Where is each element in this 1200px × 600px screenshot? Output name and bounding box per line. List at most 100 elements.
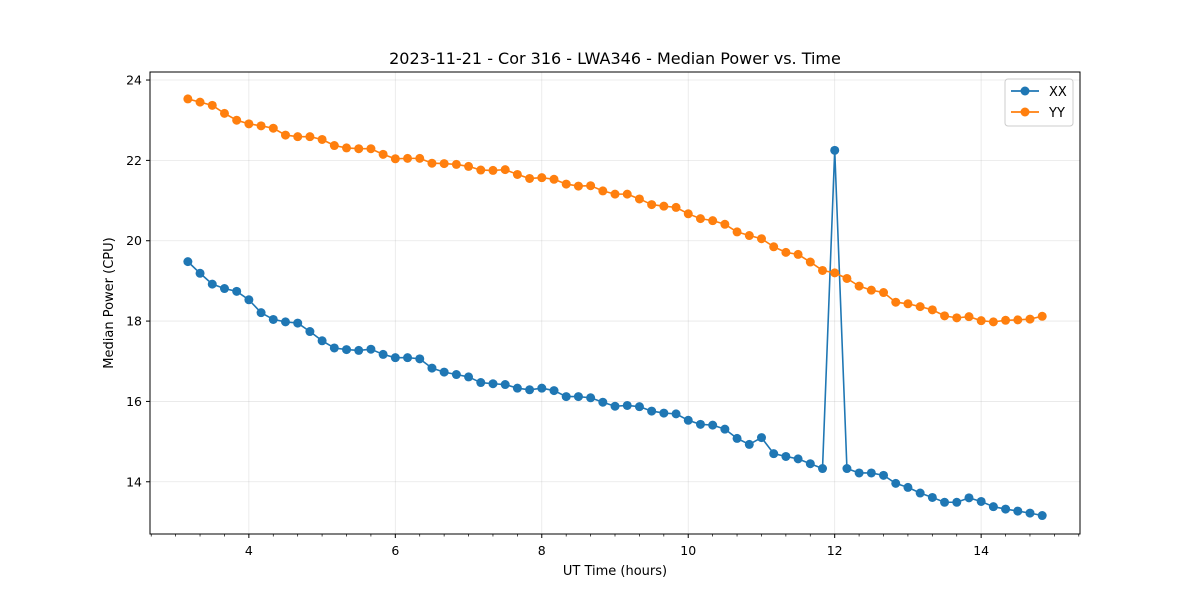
data-point-yy [708,216,718,226]
data-point-xx [598,397,608,407]
data-point-xx [293,318,303,328]
legend-marker-yy [1020,107,1030,117]
data-point-xx [683,415,693,425]
data-point-yy [207,100,217,110]
data-point-xx [366,344,376,354]
data-point-xx [903,482,913,492]
y-axis-ticks: 14 16 18 20 22 24 [126,73,150,489]
x-axis-ticks: 4 6 8 10 12 14 [150,534,1080,558]
legend-marker-xx [1020,86,1030,96]
data-point-xx [451,370,461,380]
data-point-yy [756,234,766,244]
data-point-xx [842,464,852,474]
data-point-xx [232,286,242,296]
data-point-xx [512,383,522,393]
data-point-yy [915,302,925,312]
data-point-yy [268,123,278,133]
data-point-xx [610,401,620,411]
legend-label-yy: YY [1048,106,1065,121]
data-point-yy [732,227,742,237]
data-point-xx [281,317,290,327]
data-point-xx [940,497,950,507]
data-point-xx [464,372,474,382]
data-point-xx [317,336,327,346]
data-point-xx [561,392,571,402]
data-point-yy [219,108,229,118]
data-point-xx [439,367,449,377]
data-point-yy [1037,311,1047,321]
data-point-yy [378,149,388,159]
data-point-yy [634,194,644,204]
data-point-yy [525,173,535,183]
data-point-yy [744,231,754,241]
data-point-yy [183,94,193,104]
data-point-yy [793,249,803,259]
data-point-yy [781,247,791,257]
data-point-yy [354,144,364,154]
data-point-yy [805,257,815,267]
x-tick-label: 14 [973,543,989,558]
data-point-xx [695,419,705,429]
data-point-xx [342,345,352,355]
data-point-xx [622,400,632,410]
x-tick-label: 4 [245,543,253,558]
data-point-yy [244,119,254,129]
data-point-xx [415,354,425,364]
data-point-yy [830,268,840,278]
data-point-xx [781,451,791,461]
data-point-xx [207,279,217,289]
data-point-xx [964,493,974,503]
data-point-xx [586,393,596,403]
data-point-xx [988,502,998,512]
data-point-xx [647,406,657,416]
data-point-xx [549,386,559,396]
data-point-xx [305,327,315,337]
data-point-xx [476,378,486,388]
data-point-xx [805,459,815,469]
data-point-yy [598,186,608,196]
data-point-xx [866,468,876,478]
data-point-yy [305,132,315,142]
data-point-yy [720,219,730,229]
data-point-xx [488,379,498,389]
data-point-yy [879,288,889,298]
series-markers [183,94,1047,521]
data-point-xx [952,497,962,507]
data-point-yy [317,134,327,144]
data-point-xx [744,439,754,449]
data-point-xx [390,353,400,363]
data-point-xx [659,408,669,418]
data-point-yy [1001,315,1011,325]
data-point-xx [927,492,937,502]
data-point-xx [1037,511,1047,521]
data-point-yy [464,161,474,171]
data-point-yy [988,317,998,327]
legend: XX YY [1004,78,1074,127]
data-point-xx [732,433,742,443]
data-point-xx [219,284,229,294]
data-point-xx [500,380,510,390]
data-point-yy [366,144,376,154]
grid-lines [150,72,1080,534]
data-point-yy [683,209,693,219]
data-point-xx [1001,504,1011,514]
data-point-yy [940,311,950,321]
data-point-xx [720,424,730,434]
data-point-yy [891,297,901,307]
data-point-yy [476,165,486,175]
legend-label-xx: XX [1049,85,1067,100]
data-point-yy [415,153,425,163]
data-point-xx [537,383,547,393]
data-point-xx [1013,506,1023,516]
data-point-yy [403,153,413,163]
x-axis-label: UT Time (hours) [563,564,667,579]
data-point-yy [964,312,974,322]
data-point-xx [671,409,681,419]
data-point-yy [695,214,705,224]
data-point-yy [488,165,498,175]
data-point-yy [500,165,510,175]
data-point-yy [610,189,620,199]
data-point-yy [927,305,937,315]
data-point-xx [403,353,413,363]
